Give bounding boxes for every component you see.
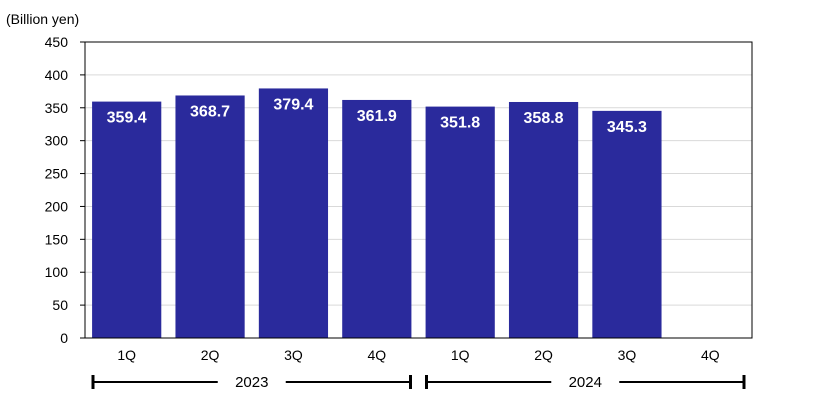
bar	[509, 102, 578, 338]
y-tick-label: 150	[45, 231, 69, 247]
group-label: 2024	[569, 374, 602, 391]
bar	[342, 100, 411, 338]
data-label: 351.8	[440, 115, 480, 132]
x-tick-label: 3Q	[618, 347, 637, 363]
bar	[259, 88, 328, 338]
data-label: 379.4	[273, 96, 313, 113]
x-tick-label: 4Q	[701, 347, 720, 363]
y-tick-label: 450	[45, 34, 69, 50]
y-tick-label: 0	[60, 330, 68, 346]
x-tick-label: 1Q	[451, 347, 470, 363]
y-axis-ticks: 0 50 100 150 200 250 300 350 400 450	[45, 34, 85, 346]
y-axis-label: (Billion yen)	[6, 11, 79, 27]
year-groups: 2023 2024	[93, 374, 744, 391]
bar	[92, 102, 161, 338]
group-label: 2023	[235, 374, 268, 391]
data-label: 359.4	[107, 110, 147, 127]
data-label: 358.8	[524, 110, 564, 127]
y-tick-label: 50	[52, 297, 68, 313]
bar	[426, 107, 495, 338]
y-tick-label: 250	[45, 166, 69, 182]
x-tick-label: 1Q	[117, 347, 136, 363]
y-tick-label: 350	[45, 100, 69, 116]
y-tick-label: 100	[45, 264, 69, 280]
y-tick-label: 400	[45, 67, 69, 83]
bars	[92, 88, 661, 338]
data-label: 361.9	[357, 108, 397, 125]
x-tick-label: 2Q	[201, 347, 220, 363]
x-tick-label: 2Q	[534, 347, 553, 363]
y-tick-label: 300	[45, 133, 69, 149]
x-tick-label: 3Q	[284, 347, 303, 363]
y-tick-label: 200	[45, 198, 69, 214]
data-label: 345.3	[607, 119, 647, 136]
x-tick-label: 4Q	[367, 347, 386, 363]
bar	[592, 111, 661, 338]
bar	[175, 95, 244, 338]
data-label: 368.7	[190, 103, 230, 120]
x-axis-ticks: 1Q 2Q 3Q 4Q 1Q 2Q 3Q 4Q	[117, 347, 719, 363]
